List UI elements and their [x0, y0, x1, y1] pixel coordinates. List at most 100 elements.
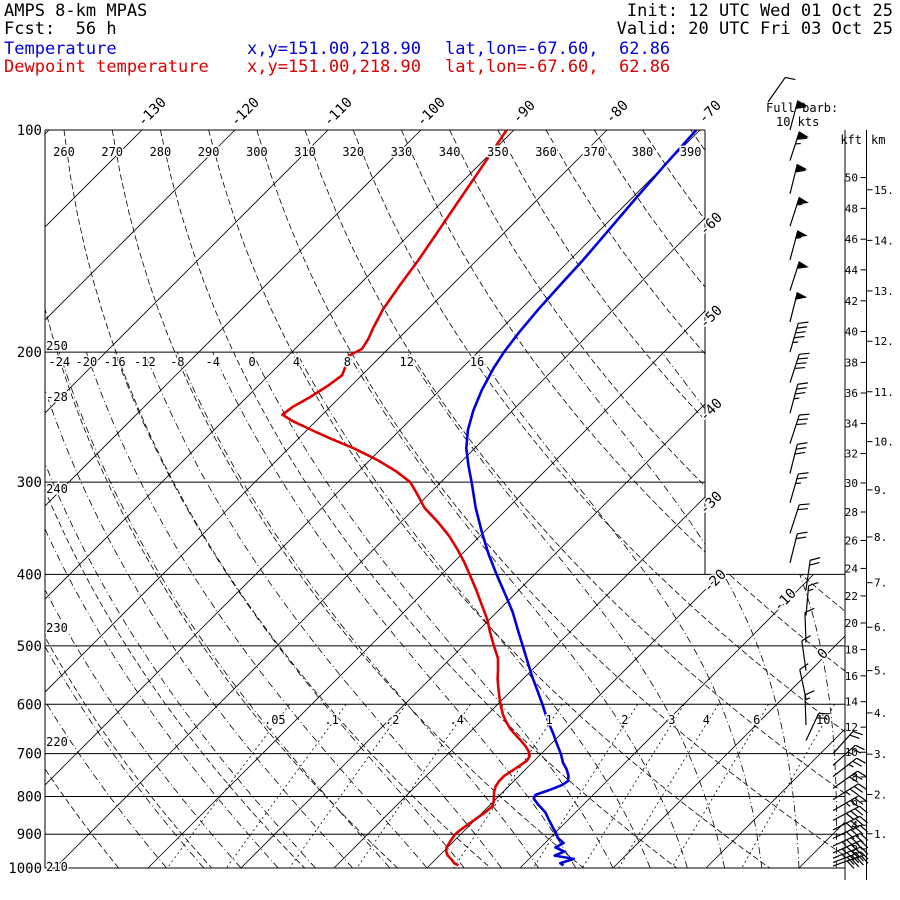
temperature-xy: x,y=151.00,218.90 [247, 39, 421, 59]
init-time: Init: 12 UTC Wed 01 Oct 25 [626, 1, 893, 21]
svg-text:1.: 1. [874, 828, 887, 841]
svg-text:8: 8 [344, 355, 351, 369]
svg-text:250: 250 [46, 339, 68, 353]
svg-text:6.: 6. [874, 621, 887, 634]
svg-text:3.: 3. [874, 748, 887, 761]
dewpoint-curve [281, 130, 531, 867]
svg-text:6: 6 [753, 713, 760, 727]
svg-text:1: 1 [545, 713, 552, 727]
svg-text:26: 26 [845, 534, 858, 547]
model-title: AMPS 8-km MPAS [4, 1, 148, 21]
svg-text:360: 360 [535, 145, 557, 159]
svg-text:8: 8 [851, 771, 858, 784]
background-grid [45, 130, 845, 868]
svg-text:380: 380 [632, 145, 654, 159]
svg-text:.05: .05 [264, 713, 286, 727]
svg-text:6: 6 [851, 795, 858, 808]
svg-text:34: 34 [845, 418, 859, 431]
svg-text:-90: -90 [510, 98, 539, 127]
isotherm-lines [45, 130, 845, 868]
svg-text:16: 16 [845, 670, 858, 683]
svg-text:-110: -110 [321, 95, 356, 130]
svg-text:12: 12 [400, 355, 414, 369]
svg-text:-40: -40 [697, 396, 726, 425]
svg-text:12: 12 [845, 721, 858, 734]
svg-text:-120: -120 [228, 95, 263, 130]
mixing-ratio-lines [166, 704, 835, 868]
forecast-hour: Fcst: 56 h [4, 19, 117, 39]
svg-text:2.: 2. [874, 788, 887, 801]
svg-text:330: 330 [391, 145, 413, 159]
svg-text:44: 44 [845, 264, 859, 277]
svg-text:3: 3 [668, 713, 675, 727]
temperature-legend-label: Temperature [4, 39, 117, 59]
svg-text:240: 240 [46, 482, 68, 496]
kft-axis-header: kft [840, 133, 862, 147]
svg-text:260: 260 [53, 145, 75, 159]
svg-text:-100: -100 [414, 95, 449, 130]
svg-text:24: 24 [845, 562, 859, 575]
svg-text:300: 300 [17, 475, 42, 491]
svg-text:0: 0 [815, 646, 832, 663]
svg-text:220: 220 [46, 735, 68, 749]
altitude-scale: 5048464442403836343230282624222018161412… [845, 172, 894, 856]
svg-text:370: 370 [583, 145, 605, 159]
svg-text:2: 2 [621, 713, 628, 727]
svg-text:20: 20 [845, 617, 858, 630]
svg-text:-10: -10 [771, 586, 800, 615]
svg-text:.4: .4 [449, 713, 463, 727]
svg-text:28: 28 [845, 506, 858, 519]
svg-text:270: 270 [101, 145, 123, 159]
svg-text:300: 300 [246, 145, 268, 159]
svg-text:36: 36 [845, 387, 858, 400]
svg-text:.1: .1 [324, 713, 338, 727]
svg-text:210: 210 [46, 860, 68, 874]
svg-text:4: 4 [851, 819, 858, 832]
svg-text:-24: -24 [48, 355, 70, 369]
svg-text:500: 500 [17, 639, 42, 655]
svg-text:40: 40 [845, 325, 858, 338]
svg-text:5.: 5. [874, 665, 887, 678]
svg-text:400: 400 [17, 567, 42, 583]
svg-text:320: 320 [342, 145, 364, 159]
svg-text:14: 14 [845, 696, 859, 709]
svg-text:16: 16 [470, 355, 484, 369]
svg-text:10: 10 [816, 713, 830, 727]
svg-text:22: 22 [845, 590, 858, 603]
svg-text:10.: 10. [874, 436, 894, 449]
svg-text:310: 310 [294, 145, 316, 159]
pressure-grid [44, 129, 867, 880]
svg-text:9.: 9. [874, 484, 887, 497]
svg-text:38: 38 [845, 356, 858, 369]
svg-text:-16: -16 [104, 355, 126, 369]
svg-text:340: 340 [439, 145, 461, 159]
full-barb-value: 10 kts [776, 115, 819, 129]
svg-text:100: 100 [17, 123, 42, 139]
svg-text:200: 200 [17, 345, 42, 361]
temperature-latlon: lat,lon=-67.60, 62.86 [445, 39, 671, 59]
svg-text:280: 280 [150, 145, 172, 159]
dewpoint-latlon: lat,lon=-67.60, 62.86 [445, 57, 671, 77]
svg-text:32: 32 [845, 448, 858, 461]
dewpoint-legend-label: Dewpoint temperature [4, 57, 209, 77]
dry-adiabats [45, 130, 845, 868]
wind-barbs [767, 76, 869, 869]
svg-text:-50: -50 [697, 303, 726, 332]
svg-text:290: 290 [198, 145, 220, 159]
profile-curves [281, 130, 698, 867]
svg-text:15.: 15. [874, 184, 894, 197]
svg-text:-70: -70 [696, 98, 725, 127]
svg-text:350: 350 [487, 145, 509, 159]
svg-text:12.: 12. [874, 335, 894, 348]
svg-text:-80: -80 [603, 98, 632, 127]
svg-text:8.: 8. [874, 531, 887, 544]
valid-time: Valid: 20 UTC Fri 03 Oct 25 [616, 19, 893, 39]
svg-text:7.: 7. [874, 577, 887, 590]
svg-text:11.: 11. [874, 386, 894, 399]
svg-text:-20: -20 [76, 355, 98, 369]
svg-text:230: 230 [46, 621, 68, 635]
svg-text:.2: .2 [385, 713, 399, 727]
